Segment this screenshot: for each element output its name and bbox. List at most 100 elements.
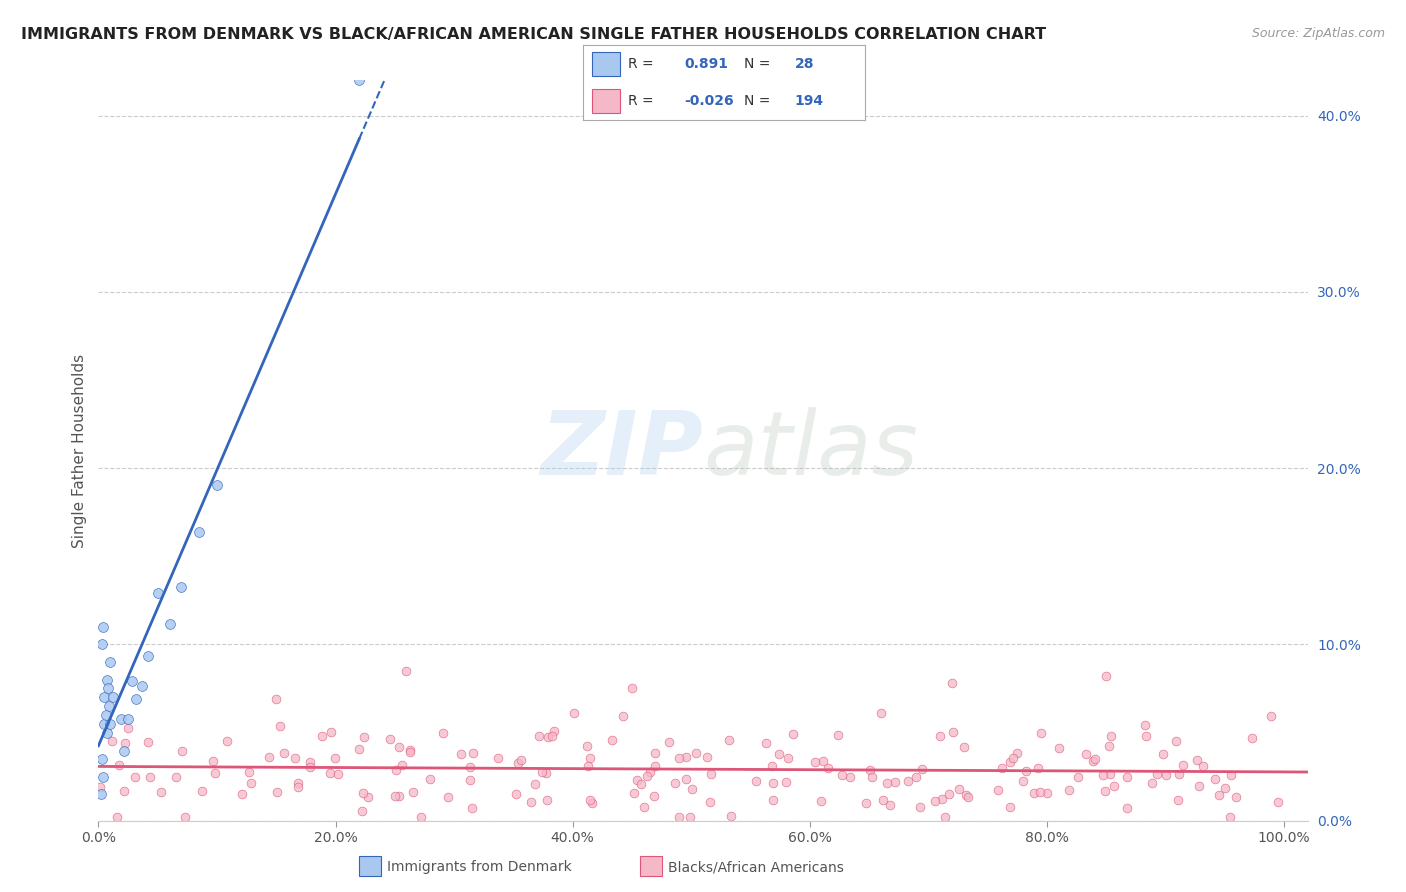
Point — [402, 785, 425, 799]
Point — [269, 719, 291, 733]
Point — [911, 762, 934, 776]
Point — [239, 775, 262, 789]
Point — [612, 709, 634, 723]
Point — [1057, 783, 1080, 797]
Point — [948, 781, 970, 796]
Text: N =: N = — [744, 94, 775, 108]
Point — [347, 73, 370, 87]
Point — [860, 770, 883, 784]
Point — [319, 765, 342, 780]
Point — [1267, 795, 1289, 809]
Point — [96, 725, 118, 739]
Point — [1164, 733, 1187, 747]
Point — [112, 784, 135, 798]
Point — [761, 758, 783, 772]
Point — [266, 785, 288, 799]
Point — [527, 729, 550, 743]
Point — [778, 750, 800, 764]
Point — [1074, 747, 1097, 761]
Point — [150, 785, 173, 799]
Point — [831, 768, 853, 782]
Point — [91, 752, 114, 766]
Point — [357, 789, 380, 804]
Point — [884, 774, 907, 789]
Point — [804, 756, 827, 770]
Point — [460, 801, 482, 815]
Text: ZIP: ZIP — [540, 407, 703, 494]
Point — [699, 795, 721, 809]
Point — [879, 797, 901, 812]
Point — [675, 750, 697, 764]
Point — [98, 699, 121, 714]
Y-axis label: Single Father Households: Single Father Households — [72, 353, 87, 548]
Point — [1192, 759, 1215, 773]
Point — [1154, 768, 1177, 782]
Text: -0.026: -0.026 — [685, 94, 734, 108]
Point — [523, 777, 546, 791]
Point — [664, 775, 686, 789]
Point — [658, 735, 681, 749]
Text: atlas: atlas — [703, 408, 918, 493]
Point — [908, 800, 931, 814]
Point — [924, 794, 946, 808]
Point — [636, 769, 658, 783]
Point — [121, 674, 143, 689]
Point — [326, 766, 349, 780]
Point — [1102, 779, 1125, 793]
Point — [458, 773, 481, 788]
Point — [941, 676, 963, 690]
Point — [681, 781, 703, 796]
Point — [264, 692, 287, 706]
Point — [1011, 773, 1033, 788]
Point — [1167, 767, 1189, 781]
Point — [1208, 788, 1230, 802]
Point — [159, 616, 181, 631]
Point — [904, 770, 927, 784]
Point — [486, 750, 509, 764]
Point — [97, 681, 120, 696]
Point — [623, 786, 645, 800]
Point — [675, 772, 697, 786]
Point — [114, 736, 136, 750]
Point — [1099, 767, 1122, 781]
Point — [284, 751, 307, 765]
Text: 0.891: 0.891 — [685, 57, 728, 71]
Point — [876, 775, 898, 789]
Point — [98, 655, 121, 669]
Point — [1002, 751, 1025, 765]
Point — [1035, 786, 1057, 800]
Point — [579, 792, 602, 806]
Point — [100, 733, 122, 747]
Point — [388, 789, 411, 804]
Point — [1260, 709, 1282, 723]
Point — [384, 789, 406, 803]
Point — [1225, 789, 1247, 804]
Point — [575, 739, 598, 754]
Point — [94, 707, 117, 722]
Point — [1116, 801, 1139, 815]
Point — [928, 729, 950, 743]
Point — [679, 810, 702, 824]
Point — [1081, 754, 1104, 768]
Point — [1241, 731, 1264, 745]
Point — [174, 810, 197, 824]
Point — [432, 726, 454, 740]
Point — [1116, 770, 1139, 784]
Point — [633, 799, 655, 814]
Point — [644, 759, 666, 773]
Point — [775, 775, 797, 789]
Point — [1219, 810, 1241, 824]
Point — [323, 751, 346, 765]
Text: IMMIGRANTS FROM DENMARK VS BLACK/AFRICAN AMERICAN SINGLE FATHER HOUSEHOLDS CORRE: IMMIGRANTS FROM DENMARK VS BLACK/AFRICAN… — [21, 27, 1046, 42]
Point — [643, 789, 665, 804]
Point — [1014, 764, 1036, 779]
Point — [311, 729, 333, 743]
Point — [90, 787, 112, 801]
Text: 28: 28 — [794, 57, 814, 71]
Point — [768, 747, 790, 761]
Point — [391, 757, 413, 772]
Point — [450, 747, 472, 761]
Point — [287, 780, 309, 794]
Point — [1095, 669, 1118, 683]
Point — [124, 770, 146, 784]
